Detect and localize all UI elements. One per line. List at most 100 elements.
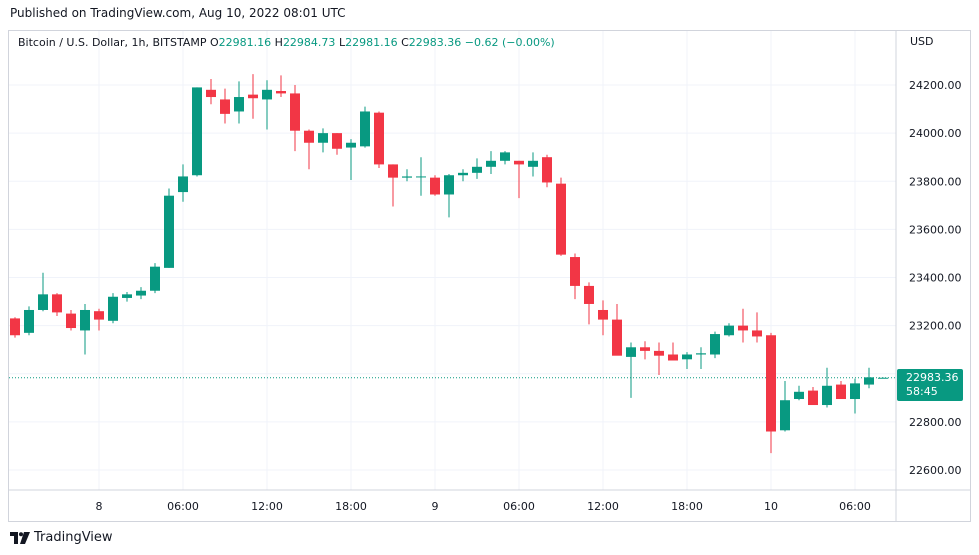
candle-body (738, 325, 748, 331)
candle-body (626, 347, 636, 357)
candle-body (10, 318, 20, 336)
footer-brand-text: TradingView (34, 530, 113, 545)
x-tick-label: 06:00 (503, 500, 535, 513)
chart-frame (8, 30, 971, 522)
candle-body (612, 319, 622, 356)
candle-body (794, 391, 804, 400)
symbol-title[interactable]: Bitcoin / U.S. Dollar, 1h, BITSTAMP (18, 36, 207, 49)
candle-body (402, 176, 412, 178)
candle-body (724, 325, 734, 336)
bar-countdown: 58:45 (906, 385, 938, 398)
candle-body (220, 99, 230, 114)
candle-body (850, 383, 860, 400)
candle-body (808, 390, 818, 406)
x-tick-label: 12:00 (251, 500, 283, 513)
x-tick-label: 06:00 (167, 500, 199, 513)
candle-body (654, 350, 664, 356)
ohlc-legend: Bitcoin / U.S. Dollar, 1h, BITSTAMP O229… (18, 36, 555, 49)
high-label: H (274, 36, 283, 49)
candle-body (584, 285, 594, 304)
candle-body (52, 294, 62, 313)
candle-body (598, 309, 608, 320)
y-tick-label: 24000.00 (909, 127, 962, 140)
tradingview-logo-icon (10, 531, 30, 544)
x-tick-label: 10 (764, 500, 778, 513)
candle-body (192, 87, 202, 176)
candle-body (94, 311, 104, 320)
candle-body (430, 177, 440, 195)
candle-body (276, 91, 286, 94)
candle-body (640, 347, 650, 351)
candle-body (290, 93, 300, 131)
open-value: 22981.16 (218, 36, 272, 49)
candle-body (696, 353, 706, 355)
candle-body (346, 142, 356, 148)
y-tick-label: 23800.00 (909, 175, 962, 188)
high-value: 22984.73 (282, 36, 336, 49)
candle-body (234, 97, 244, 112)
close-value: 22983.36 (408, 36, 462, 49)
candle-body (66, 313, 76, 329)
x-tick-label: 12:00 (587, 500, 619, 513)
y-tick-label: 22800.00 (909, 416, 962, 429)
y-tick-label: 24200.00 (909, 79, 962, 92)
y-tick-label: 23600.00 (909, 223, 962, 236)
candle-body (80, 309, 90, 331)
candle-body (514, 160, 524, 165)
candle-body (248, 94, 258, 99)
candle-body (542, 157, 552, 183)
candle-body (752, 330, 762, 337)
candle-body (682, 354, 692, 360)
low-value: 22981.16 (345, 36, 398, 49)
open-label: O (209, 36, 219, 49)
candle-body (206, 89, 216, 98)
candle-body (458, 172, 468, 176)
published-caption: Published on TradingView.com, Aug 10, 20… (10, 6, 346, 20)
candle-body (122, 294, 132, 298)
candle-body (766, 335, 776, 432)
candle-body (24, 309, 34, 333)
candle-body (444, 175, 454, 195)
candle-body (318, 133, 328, 143)
x-tick-label: 9 (432, 500, 439, 513)
candle-body (822, 385, 832, 406)
candle-body (878, 377, 888, 379)
candle-body (556, 183, 566, 255)
low-label: L (338, 36, 346, 49)
last-price-tag: 22983.36 58:45 (897, 369, 963, 401)
candle-body (864, 377, 874, 385)
footer-branding[interactable]: TradingView (10, 530, 113, 545)
candle-body (164, 195, 174, 268)
candle-body (374, 112, 384, 165)
candle-body (360, 111, 370, 147)
candle-body (388, 164, 398, 178)
y-tick-label: 23400.00 (909, 272, 962, 285)
candle-body (136, 290, 146, 296)
candle-body (486, 160, 496, 167)
candle-body (570, 257, 580, 286)
x-tick-label: 8 (96, 500, 103, 513)
y-tick-label: 22600.00 (909, 464, 962, 477)
candle-body (150, 266, 160, 291)
candle-body (38, 294, 48, 310)
x-tick-label: 18:00 (335, 500, 367, 513)
candle-body (780, 400, 790, 431)
last-price-value: 22983.36 (906, 371, 959, 384)
close-label: C (401, 36, 409, 49)
candle-body (332, 133, 342, 149)
candle-body (178, 176, 188, 193)
candle-body (500, 152, 510, 161)
candle-body (262, 89, 272, 100)
candle-body (472, 166, 482, 173)
candle-body (710, 334, 720, 355)
currency-label[interactable]: USD (910, 35, 934, 48)
change-value: −0.62 (−0.00%) (464, 36, 555, 49)
candle-body (668, 354, 678, 361)
y-tick-label: 23200.00 (909, 320, 962, 333)
x-tick-label: 18:00 (671, 500, 703, 513)
candle-body (304, 130, 314, 143)
x-tick-label: 06:00 (839, 500, 871, 513)
candle-body (836, 384, 846, 400)
candle-body (528, 160, 538, 167)
